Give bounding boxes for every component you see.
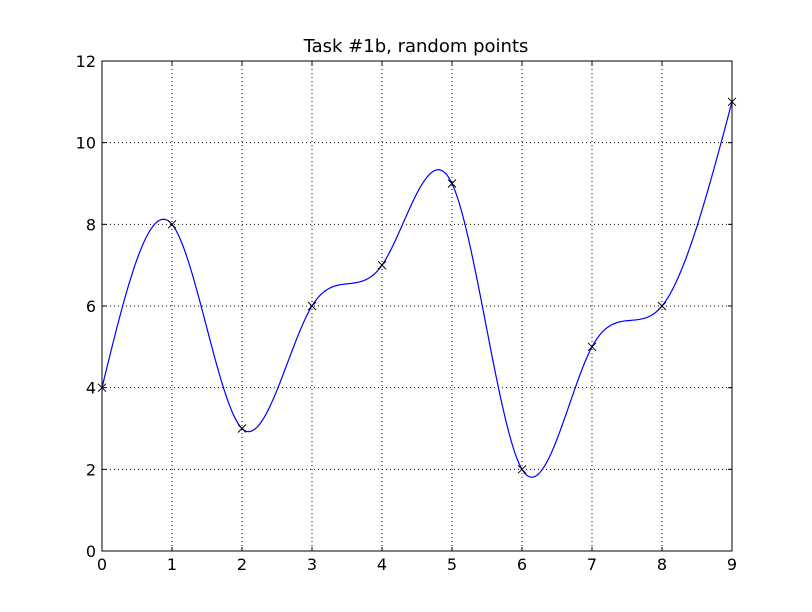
data-point-marker — [517, 464, 527, 474]
y-tick-label: 12 — [76, 52, 96, 71]
marker-stroke — [307, 301, 317, 311]
marker-stroke — [167, 219, 177, 229]
y-tick-label: 8 — [86, 215, 96, 234]
grid-layer — [101, 60, 733, 552]
data-point-marker — [657, 301, 667, 311]
marker-stroke — [517, 464, 527, 474]
y-tick-label: 10 — [76, 134, 96, 153]
data-point-marker — [447, 179, 457, 188]
x-tick-label: 9 — [727, 555, 737, 574]
y-tick-label: 0 — [86, 542, 96, 561]
series-curve — [101, 101, 733, 478]
x-tick-label: 0 — [97, 555, 107, 574]
chart-title: Task #1b, random points — [303, 36, 529, 57]
data-point-marker — [377, 260, 387, 270]
marker-stroke — [377, 260, 387, 270]
y-tick-label: 6 — [86, 297, 96, 316]
x-tick-label: 6 — [517, 555, 527, 574]
x-tick-label: 3 — [307, 555, 317, 574]
x-tick-label: 1 — [167, 555, 177, 574]
data-point-marker — [237, 424, 247, 433]
data-point-marker — [167, 219, 177, 229]
marker-stroke — [587, 342, 597, 352]
marker-layer — [97, 97, 737, 474]
y-tick-label: 2 — [86, 460, 96, 479]
data-point-marker — [307, 301, 317, 311]
plot-frame — [101, 60, 733, 552]
tick-layer — [101, 60, 733, 552]
curve-layer — [101, 101, 733, 478]
x-tick-label: 7 — [587, 555, 597, 574]
x-tick-label: 2 — [237, 555, 247, 574]
x-tick-label: 4 — [377, 555, 387, 574]
data-point-marker — [587, 342, 597, 352]
marker-stroke — [447, 179, 457, 188]
x-tick-label: 5 — [447, 555, 457, 574]
marker-stroke — [237, 424, 247, 433]
x-tick-label: 8 — [657, 555, 667, 574]
marker-stroke — [657, 301, 667, 311]
y-tick-label: 4 — [86, 379, 96, 398]
